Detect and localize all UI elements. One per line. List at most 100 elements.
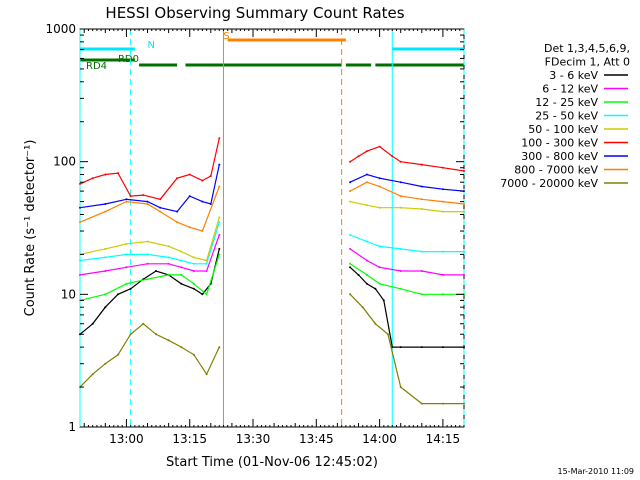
series-line-4-2 [349, 234, 464, 253]
legend-label: 50 - 100 keV [528, 123, 598, 136]
data-point [361, 306, 364, 309]
data-point [441, 346, 444, 349]
data-point [125, 266, 128, 269]
data-point [441, 250, 444, 253]
x-tick-label: 13:15 [172, 432, 207, 446]
data-point [201, 200, 204, 203]
series-line-8-1 [79, 186, 220, 232]
legend-header: Det 1,3,4,5,6,9, [544, 42, 630, 55]
data-point [357, 155, 360, 158]
x-tick-label: 13:45 [299, 432, 334, 446]
data-point [378, 282, 381, 285]
flag-bars: N S RD0 RD4 [80, 31, 464, 72]
data-point [349, 266, 352, 269]
data-point [104, 247, 107, 250]
data-point [441, 210, 444, 213]
data-point [365, 259, 368, 262]
data-point [180, 266, 183, 269]
data-point [399, 287, 402, 290]
data-point [201, 179, 204, 182]
legend-label: 12 - 25 keV [535, 96, 598, 109]
series-line-8-2 [349, 181, 465, 205]
data-point [441, 166, 444, 169]
data-point [104, 173, 107, 176]
series-lines [79, 137, 465, 405]
data-point [91, 322, 94, 325]
data-point [176, 221, 179, 224]
y-tick-label: 1 [68, 420, 76, 434]
data-point [391, 155, 394, 158]
data-point [441, 188, 444, 191]
data-point [218, 234, 221, 236]
data-point [463, 210, 465, 213]
series-line-6-1 [79, 138, 220, 200]
data-point [104, 210, 107, 213]
data-point [349, 234, 352, 236]
data-point [399, 160, 402, 163]
data-point [378, 206, 381, 209]
legend-label: 25 - 50 keV [535, 110, 598, 123]
chart-title: HESSI Observing Summary Count Rates [105, 4, 404, 22]
x-axis-label: Start Time (01-Nov-06 12:45:02) [166, 455, 378, 470]
series-line-3-1 [79, 254, 220, 301]
data-point [146, 240, 149, 243]
data-point [117, 293, 119, 296]
data-point [146, 278, 149, 281]
data-point [129, 333, 132, 336]
data-point [365, 173, 368, 176]
y-axis-label: Count Rate (s⁻¹ detector⁻¹) [23, 140, 38, 317]
data-point [79, 259, 81, 262]
data-point [420, 185, 423, 188]
data-point [420, 208, 423, 210]
data-point [192, 270, 195, 272]
data-point [365, 273, 368, 276]
legend-label: 3 - 6 keV [549, 69, 598, 82]
data-point [374, 287, 377, 290]
data-point [79, 206, 81, 209]
data-point [349, 247, 352, 250]
data-point [129, 287, 132, 290]
legend-header: FDecim 1, Att 0 [545, 56, 630, 69]
data-point [378, 185, 381, 188]
data-point [125, 253, 128, 256]
data-point [104, 306, 107, 309]
data-point [420, 293, 423, 296]
x-tick-label: 14:00 [362, 432, 397, 446]
legend-label: 100 - 300 keV [521, 137, 598, 150]
data-point [91, 177, 94, 180]
data-point [349, 190, 352, 193]
flag-label-rd4: RD4 [86, 61, 107, 72]
data-point [117, 172, 119, 175]
data-point [209, 203, 212, 205]
series-line-4-1 [79, 222, 220, 265]
data-point [420, 270, 423, 272]
data-point [159, 210, 162, 213]
data-point [180, 282, 183, 285]
data-point [104, 293, 107, 296]
series-line-9-1 [79, 323, 220, 388]
data-point [142, 322, 145, 325]
legend-label: 6 - 12 keV [542, 83, 598, 96]
data-point [441, 200, 444, 203]
data-point [441, 273, 444, 276]
data-point [125, 200, 128, 203]
data-point [399, 206, 402, 209]
data-point [117, 353, 119, 356]
data-point [205, 270, 208, 272]
data-point [218, 137, 221, 140]
series-line-9-2 [349, 293, 464, 405]
data-point [125, 198, 128, 201]
data-point [399, 270, 402, 272]
data-point [463, 250, 465, 253]
legend-label: 800 - 7000 keV [514, 164, 598, 177]
data-point [420, 163, 423, 166]
data-point [188, 195, 191, 198]
data-point [201, 230, 204, 232]
plot-frame [79, 28, 465, 428]
data-point [349, 160, 352, 163]
data-point [349, 293, 352, 296]
data-point [420, 346, 423, 349]
data-point [218, 163, 221, 166]
data-point [218, 253, 221, 256]
data-point [365, 181, 368, 184]
